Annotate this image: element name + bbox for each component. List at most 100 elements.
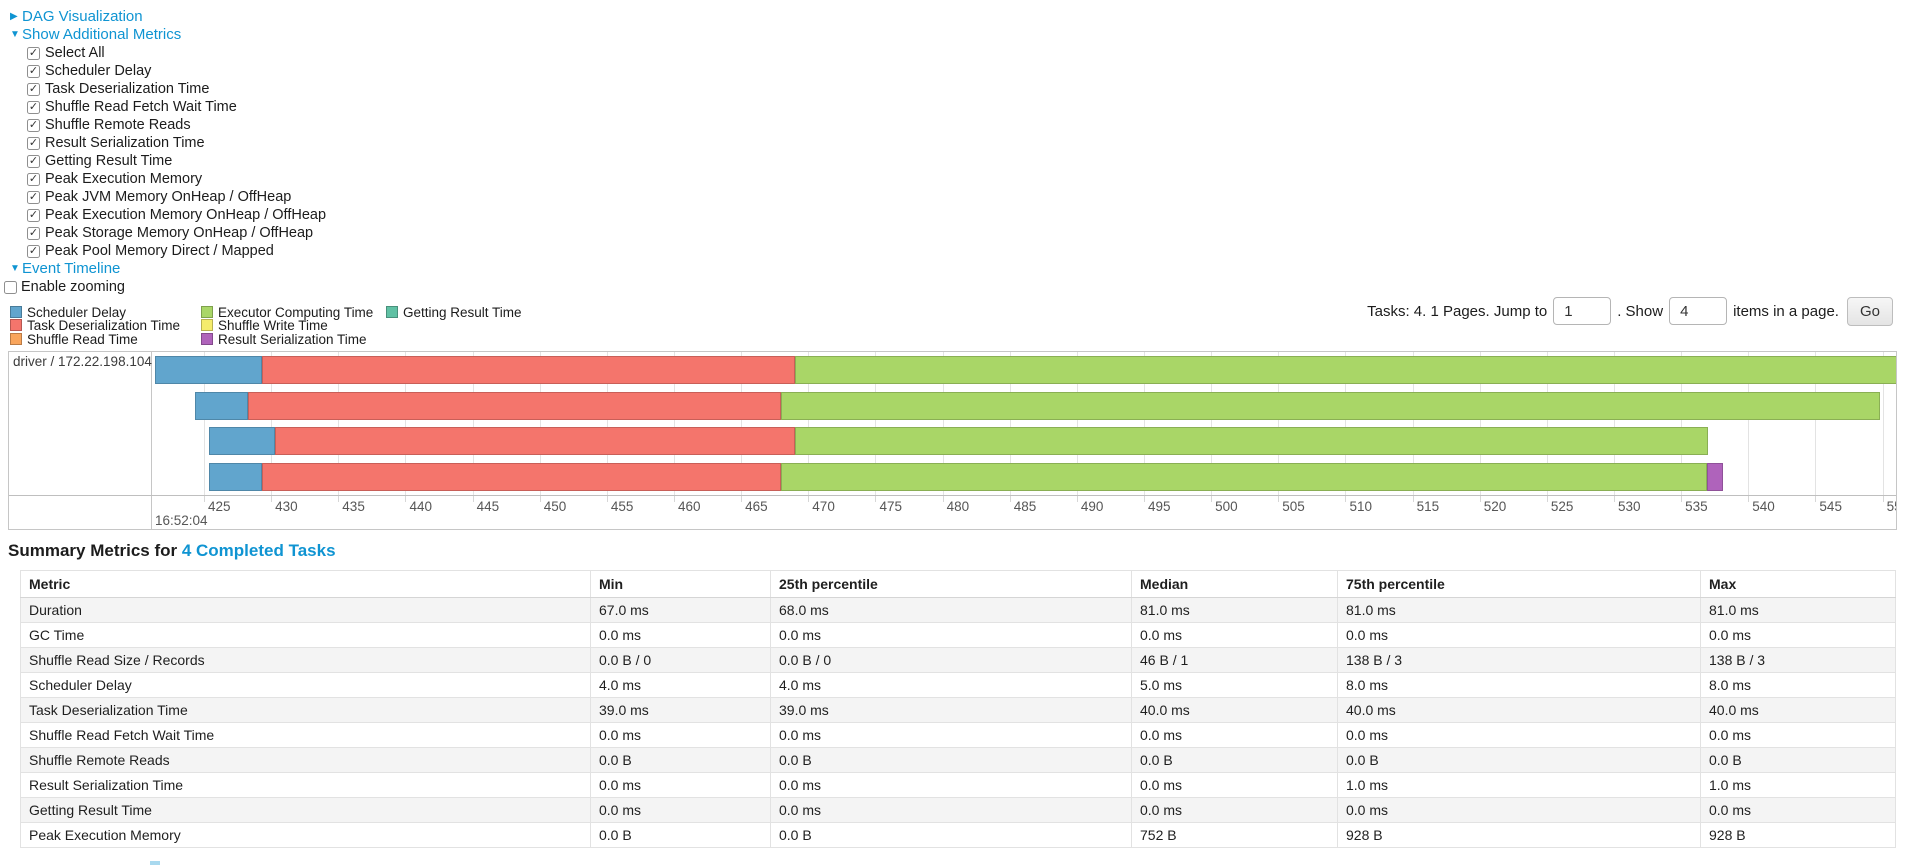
task-bar-segment-task-deserialization[interactable] bbox=[248, 391, 782, 420]
event-timeline-toggle[interactable]: ▼ Event Timeline bbox=[0, 260, 326, 278]
time-gridline bbox=[1412, 352, 1414, 495]
event-timeline-chart[interactable]: driver / 172.22.198.104 425 16:52:04 430 43… bbox=[8, 351, 1897, 530]
table-row: Result Serialization Time 0.0 ms 0.0 ms 0.0… bbox=[20, 772, 1896, 798]
go-button[interactable]: Go bbox=[1846, 296, 1893, 326]
chevron-down-icon: ▼ bbox=[10, 29, 20, 40]
pagination-prefix-text: Tasks: 4. 1 Pages. Jump to bbox=[1367, 302, 1548, 320]
checkbox-checked[interactable] bbox=[27, 172, 40, 186]
task-bar-segment-result-serialization[interactable] bbox=[1706, 462, 1723, 491]
checkbox-checked[interactable] bbox=[27, 82, 40, 96]
table-cell: 0.0 ms bbox=[590, 722, 771, 748]
metric-checkbox-row: Getting Result Time bbox=[0, 152, 326, 170]
task-deserialization-swatch-icon bbox=[10, 319, 22, 332]
table-cell: 0.0 ms bbox=[1700, 622, 1896, 648]
checkbox-checked[interactable] bbox=[27, 244, 40, 258]
pagination-mid-text: . Show bbox=[1617, 302, 1664, 320]
table-row: Scheduler Delay 4.0 ms 4.0 ms 5.0 ms 8.0 ms 8… bbox=[20, 672, 1896, 698]
scheduler-delay-swatch-icon bbox=[10, 306, 22, 318]
table-cell: 0.0 ms bbox=[1337, 622, 1701, 648]
table-cell: 0.0 ms bbox=[1337, 722, 1701, 748]
axis-tick-label: 545 bbox=[1819, 499, 1842, 514]
axis-date-label: 16:52:04 bbox=[155, 513, 208, 528]
time-gridline bbox=[405, 352, 407, 495]
table-cell: 81.0 ms bbox=[1700, 597, 1896, 623]
show-additional-metrics-toggle[interactable]: ▼ Show Additional Metrics bbox=[0, 26, 326, 44]
table-cell: 40.0 ms bbox=[1337, 697, 1701, 723]
shuffle-read-swatch-icon bbox=[10, 332, 22, 345]
axis-tick-label: 485 bbox=[1013, 499, 1037, 514]
task-pagination: Tasks: 4. 1 Pages. Jump to . Show items … bbox=[1367, 296, 1893, 326]
metric-checkbox-label: Scheduler Delay bbox=[45, 63, 152, 79]
table-row: Duration 67.0 ms 68.0 ms 81.0 ms 81.0 ms 81.0… bbox=[20, 597, 1896, 623]
task-bar-segment-executor-computing[interactable] bbox=[781, 391, 1880, 420]
getting-result-swatch-icon bbox=[386, 306, 398, 318]
task-bar-segment-task-deserialization[interactable] bbox=[275, 427, 795, 455]
checkbox-checked[interactable] bbox=[27, 208, 40, 222]
column-header: Max bbox=[1700, 570, 1896, 598]
task-bar-segment-scheduler-delay[interactable] bbox=[209, 462, 262, 491]
task-bar-segment-scheduler-delay[interactable] bbox=[194, 391, 249, 420]
time-gridline bbox=[1278, 352, 1280, 495]
chevron-right-icon: ▶ bbox=[10, 11, 18, 22]
axis-tick-mark bbox=[942, 496, 944, 502]
task-bar-segment-executor-computing[interactable] bbox=[794, 427, 1708, 455]
table-cell: 0.0 ms bbox=[1131, 797, 1338, 823]
column-header: Metric bbox=[20, 570, 591, 598]
table-cell: 138 B / 3 bbox=[1700, 647, 1896, 673]
dag-visualization-toggle[interactable]: ▶ DAG Visualization bbox=[0, 8, 326, 26]
checkbox-checked[interactable] bbox=[27, 64, 40, 78]
task-bar-segment-scheduler-delay[interactable] bbox=[209, 427, 276, 455]
enable-zooming-checkbox[interactable] bbox=[4, 280, 17, 294]
checkbox-checked[interactable] bbox=[27, 226, 40, 240]
metric-checkbox-row: Peak Pool Memory Direct / Mapped bbox=[0, 242, 326, 260]
completed-tasks-link[interactable]: 4 Completed Tasks bbox=[181, 541, 336, 560]
task-bar-segment-executor-computing[interactable] bbox=[781, 462, 1707, 491]
checkbox-checked[interactable] bbox=[27, 118, 40, 132]
task-bar-segment-scheduler-delay[interactable] bbox=[155, 356, 262, 384]
axis-tick-mark bbox=[808, 496, 810, 502]
table-cell: 0.0 ms bbox=[590, 797, 771, 823]
table-cell: 752 B bbox=[1131, 822, 1338, 848]
jump-to-page-input[interactable] bbox=[1553, 297, 1612, 325]
axis-tick-mark bbox=[204, 496, 206, 502]
table-cell: 928 B bbox=[1337, 822, 1701, 848]
task-bar-segment-executor-computing[interactable] bbox=[794, 356, 1896, 384]
axis-tick-label: 455 bbox=[610, 499, 634, 514]
items-per-page-input[interactable] bbox=[1669, 297, 1728, 325]
time-gridline bbox=[741, 352, 743, 495]
column-header: Median bbox=[1131, 570, 1338, 598]
metric-checkbox-row: Shuffle Read Fetch Wait Time bbox=[0, 98, 326, 116]
table-cell: Result Serialization Time bbox=[20, 772, 591, 798]
checkbox-checked[interactable] bbox=[27, 190, 40, 204]
result-serialization-swatch-icon bbox=[201, 332, 213, 345]
time-gridline bbox=[338, 352, 340, 495]
task-bar-segment-task-deserialization[interactable] bbox=[261, 462, 782, 491]
table-cell: 0.0 B bbox=[1131, 747, 1338, 773]
checkbox-checked[interactable] bbox=[27, 46, 40, 60]
task-bar-segment-task-deserialization[interactable] bbox=[261, 356, 795, 384]
time-gridline bbox=[1479, 352, 1481, 495]
metric-checkbox-row: Peak Execution Memory bbox=[0, 170, 326, 188]
table-cell: Task Deserialization Time bbox=[20, 697, 591, 723]
checkbox-checked[interactable] bbox=[27, 100, 40, 114]
table-cell: 0.0 B / 0 bbox=[590, 647, 771, 673]
executor-label-column: driver / 172.22.198.104 bbox=[9, 352, 152, 529]
axis-tick-label: 540 bbox=[1752, 499, 1775, 514]
metric-checkbox-label: Peak Execution Memory bbox=[45, 171, 203, 187]
axis-tick-mark bbox=[1278, 496, 1280, 502]
table-cell: 1.0 ms bbox=[1700, 772, 1896, 798]
metric-checkbox-row: Shuffle Remote Reads bbox=[0, 116, 326, 134]
table-cell: 0.0 ms bbox=[770, 772, 1132, 798]
table-cell: Duration bbox=[20, 597, 591, 623]
time-gridline bbox=[1614, 352, 1615, 495]
table-cell: Peak Execution Memory bbox=[20, 822, 591, 848]
table-cell: 0.0 B bbox=[590, 822, 771, 848]
executor-row-label: driver / 172.22.198.104 bbox=[13, 354, 152, 369]
legend-label: Task Deserialization Time bbox=[27, 318, 181, 334]
table-cell: 0.0 B bbox=[1700, 747, 1896, 773]
checkbox-checked[interactable] bbox=[27, 154, 40, 168]
metric-checkbox-label: Peak Pool Memory Direct / Mapped bbox=[45, 243, 274, 259]
axis-tick-label: 525 bbox=[1550, 499, 1574, 514]
checkbox-checked[interactable] bbox=[27, 136, 40, 150]
axis-tick-label: 510 bbox=[1349, 499, 1372, 514]
